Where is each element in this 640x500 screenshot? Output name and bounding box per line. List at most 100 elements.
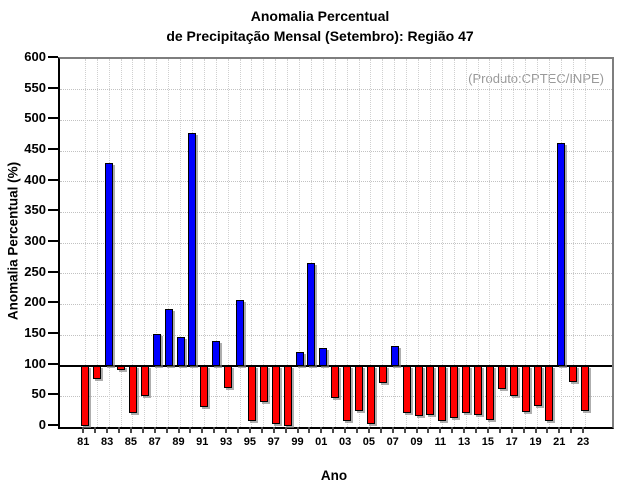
- h-gridline: [60, 89, 612, 91]
- bar-2006: [378, 365, 387, 384]
- bar-2013: [462, 365, 471, 414]
- v-gridline: [537, 59, 538, 427]
- y-tick: [48, 424, 58, 426]
- v-gridline: [215, 59, 217, 427]
- h-gridline: [60, 181, 612, 183]
- v-gridline: [394, 59, 396, 427]
- x-tick: [439, 427, 442, 433]
- x-tick: [177, 427, 180, 433]
- v-gridline: [132, 59, 134, 427]
- x-tick: [201, 427, 204, 433]
- v-gridline: [334, 59, 336, 427]
- v-gridline: [453, 59, 455, 427]
- y-tick: [48, 86, 58, 89]
- bar-1989: [176, 336, 185, 366]
- x-tick: [320, 427, 323, 433]
- v-gridline: [168, 59, 170, 427]
- x-tick: [356, 427, 358, 433]
- y-tick-label: 150: [24, 325, 46, 340]
- x-tick: [463, 427, 466, 433]
- bar-2011: [438, 365, 447, 421]
- v-gridline: [96, 59, 98, 427]
- x-tick-label: 93: [219, 436, 233, 448]
- bar-1983: [105, 163, 114, 366]
- x-tick: [237, 427, 239, 433]
- x-tick: [213, 427, 216, 433]
- y-tick-label: 400: [24, 171, 46, 187]
- v-gridline: [239, 59, 241, 427]
- y-tick: [48, 209, 58, 212]
- x-tick: [391, 427, 394, 433]
- y-tick: [48, 117, 58, 120]
- x-tick-label: 05: [362, 436, 376, 448]
- bar-2019: [533, 365, 542, 406]
- y-tick: [48, 301, 58, 304]
- bar-2022: [569, 365, 578, 382]
- v-gridline: [322, 59, 324, 427]
- x-tick: [367, 427, 370, 433]
- y-tick: [48, 393, 58, 396]
- bar-1999: [295, 352, 304, 366]
- x-tick-label: 99: [291, 436, 304, 448]
- y-tick: [48, 240, 58, 242]
- v-gridline: [572, 59, 574, 427]
- chart-subtitle: de Precipitação Mensal (Setembro): Regiã…: [166, 28, 474, 44]
- x-tick-label: 15: [481, 436, 495, 448]
- v-gridline: [429, 59, 431, 427]
- x-tick: [522, 427, 525, 433]
- bar-2023: [581, 365, 590, 412]
- bar-2014: [474, 365, 482, 415]
- bar-2009: [414, 365, 423, 416]
- y-tick: [48, 178, 58, 181]
- x-tick: [106, 427, 109, 433]
- v-gridline: [501, 59, 503, 427]
- v-gridline: [358, 59, 360, 427]
- v-gridline: [144, 59, 146, 427]
- x-tick: [284, 427, 287, 433]
- bar-1995: [247, 365, 256, 421]
- v-gridline: [346, 59, 348, 427]
- v-gridline: [525, 59, 527, 427]
- v-gridline: [489, 59, 491, 427]
- x-tick: [570, 427, 573, 433]
- x-tick-label: 85: [124, 436, 138, 448]
- y-tick: [48, 270, 58, 273]
- x-tick: [260, 427, 263, 433]
- x-tick-label: 09: [410, 436, 423, 448]
- y-tick-label: 250: [24, 263, 46, 279]
- x-tick-label: 91: [196, 436, 209, 448]
- v-gridline: [299, 59, 300, 427]
- x-tick-label: 83: [100, 436, 114, 448]
- v-gridline: [548, 59, 550, 427]
- x-tick: [332, 427, 335, 433]
- bar-2003: [343, 365, 352, 422]
- x-tick: [189, 427, 192, 433]
- x-tick: [498, 427, 501, 433]
- x-tick-label: 19: [529, 436, 542, 448]
- bar-2002: [331, 365, 340, 398]
- x-tick: [94, 427, 97, 433]
- bar-2017: [509, 365, 518, 396]
- y-tick-label: 600: [24, 49, 46, 64]
- y-tick-label: 350: [24, 202, 46, 218]
- x-tick: [296, 427, 299, 433]
- bar-1982: [93, 365, 102, 380]
- h-gridline: [60, 242, 612, 244]
- x-tick: [153, 427, 156, 433]
- bar-1997: [271, 365, 280, 424]
- h-gridline: [60, 273, 612, 275]
- y-tick: [48, 148, 58, 150]
- x-tick: [141, 427, 144, 433]
- v-gridline: [120, 59, 122, 427]
- x-tick-label: 13: [457, 436, 471, 448]
- y-tick-label: 450: [24, 141, 46, 156]
- v-gridline: [84, 59, 86, 427]
- bar-2015: [485, 365, 494, 421]
- bar-2010: [426, 365, 435, 416]
- h-gridline: [60, 119, 612, 121]
- x-tick-label: 07: [386, 436, 399, 448]
- bar-1998: [283, 365, 292, 426]
- y-tick-label: 100: [24, 355, 46, 371]
- bar-1987: [152, 334, 161, 366]
- bar-1986: [140, 365, 149, 396]
